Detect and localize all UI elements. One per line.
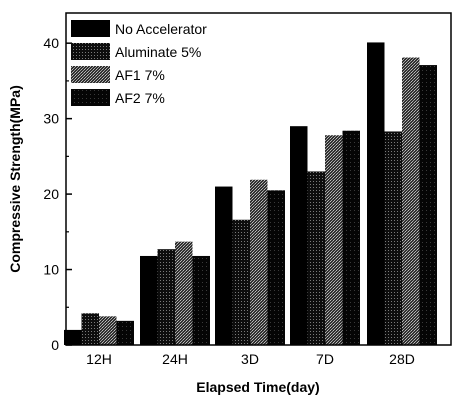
y-tick-label: 10	[43, 262, 59, 278]
bar-af1-7--24h	[175, 241, 193, 345]
legend-label: AF2 7%	[115, 90, 165, 106]
bar-af2-7--12h	[116, 320, 134, 345]
bar-af1-7--12h	[99, 316, 117, 345]
y-axis: 0 10 20 30 40	[43, 35, 72, 353]
bar-af1-7--7d	[325, 135, 343, 345]
x-tick-label: 3D	[241, 351, 259, 367]
legend-label: Aluminate 5%	[115, 44, 201, 60]
bar-af2-7--3d	[267, 190, 285, 345]
legend-swatch	[71, 89, 110, 106]
legend-swatch	[71, 43, 110, 60]
bar-no-accelerator-12h	[64, 329, 82, 345]
bar-af2-7--24h	[192, 255, 210, 345]
x-tick-label: 12H	[86, 351, 112, 367]
bar-aluminate-5--3d	[232, 219, 250, 345]
x-axis: 12H 24H 3D 7D 28D	[86, 341, 415, 367]
legend-swatch	[71, 20, 110, 37]
legend-swatch	[71, 66, 110, 83]
y-tick-label: 40	[43, 35, 59, 51]
bar-no-accelerator-24h	[140, 255, 158, 345]
bar-aluminate-5--24h	[157, 249, 175, 345]
bar-af2-7--28d	[419, 65, 437, 345]
bar-af1-7--3d	[250, 179, 268, 345]
plot-frame	[65, 12, 452, 346]
x-tick-label: 28D	[389, 351, 415, 367]
bar-no-accelerator-7d	[290, 126, 308, 346]
bar-no-accelerator-3d	[215, 186, 233, 345]
x-axis-title: Elapsed Time(day)	[196, 379, 319, 395]
bar-af1-7--28d	[402, 57, 420, 346]
bar-aluminate-5--12h	[81, 313, 99, 345]
bar-aluminate-5--28d	[384, 131, 402, 345]
bar-aluminate-5--7d	[307, 171, 325, 345]
bar-no-accelerator-28d	[367, 42, 385, 346]
x-tick-label: 24H	[162, 351, 188, 367]
legend-label: No Accelerator	[115, 21, 207, 37]
y-tick-label: 0	[51, 337, 59, 353]
y-axis-title: Compressive Strength(MPa)	[7, 85, 23, 272]
x-tick-label: 7D	[316, 351, 334, 367]
y-tick-label: 20	[43, 186, 59, 202]
bar-af2-7--7d	[342, 130, 360, 345]
legend: No Accelerator Aluminate 5% AF1 7% AF2 7%	[71, 20, 207, 106]
plot-area	[64, 42, 437, 346]
legend-label: AF1 7%	[115, 67, 165, 83]
y-tick-label: 30	[43, 111, 59, 127]
